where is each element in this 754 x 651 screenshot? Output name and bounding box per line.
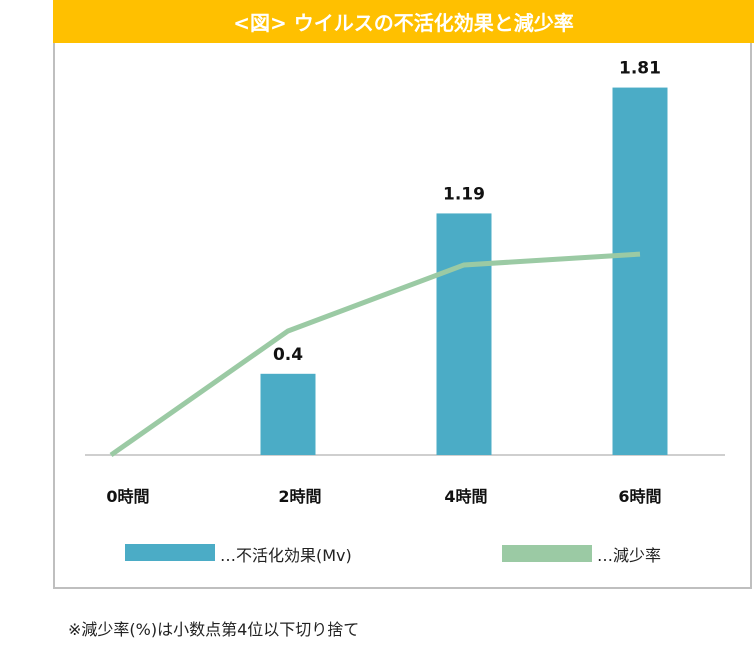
x-tick-label: 0時間: [106, 487, 149, 506]
chart-title: <図> ウイルスの不活化効果と減少率: [53, 0, 754, 43]
legend-label-bar: …不活化効果(Mv): [220, 546, 352, 565]
chart-frame: [53, 0, 752, 589]
bar-data-label: 0.4: [273, 345, 303, 365]
x-tick-label: 2時間: [278, 487, 321, 506]
bar-data-label: 1.81: [619, 59, 661, 79]
bar-data-label: 1.19: [443, 184, 485, 204]
bar: [436, 213, 492, 455]
footnote: ※減少率(%)は小数点第4位以下切り捨て: [68, 620, 360, 639]
line-series: [109, 251, 641, 458]
legend-swatch-bar: [125, 544, 215, 561]
legend-label-line: …減少率: [597, 546, 662, 565]
x-tick-label: 6時間: [618, 487, 661, 506]
legend-swatch-line: [502, 545, 592, 562]
bar: [260, 373, 316, 455]
bar: [612, 87, 668, 455]
x-tick-label: 4時間: [444, 487, 487, 506]
